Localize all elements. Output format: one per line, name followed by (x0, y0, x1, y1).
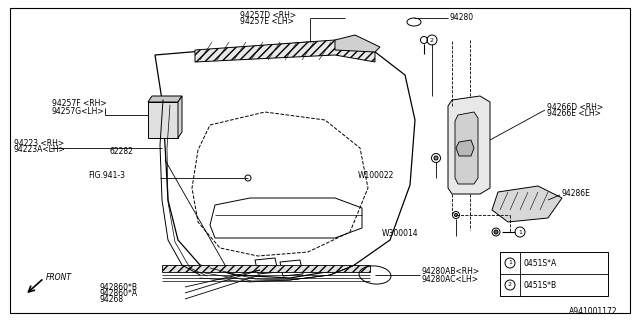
Text: 942860*A: 942860*A (100, 289, 138, 298)
Text: 94280AB<RH>: 94280AB<RH> (422, 268, 480, 276)
Polygon shape (195, 40, 375, 62)
Text: 1: 1 (508, 260, 512, 266)
Polygon shape (162, 265, 370, 272)
Bar (500, 252, 608, 296)
Circle shape (434, 156, 438, 160)
Text: A941001172: A941001172 (570, 308, 618, 316)
Text: 94223A<LH>: 94223A<LH> (14, 146, 66, 155)
Text: 2: 2 (430, 37, 434, 43)
Text: W100022: W100022 (358, 172, 394, 180)
Polygon shape (456, 140, 474, 156)
Text: 94266D <RH>: 94266D <RH> (547, 102, 603, 111)
Text: 942860*B: 942860*B (100, 283, 138, 292)
Text: 62282: 62282 (110, 148, 134, 156)
Text: FIG.941-3: FIG.941-3 (88, 171, 125, 180)
Text: 94257G<LH>: 94257G<LH> (52, 107, 104, 116)
Text: 2: 2 (508, 283, 512, 287)
Polygon shape (148, 96, 182, 102)
Text: 94266E <LH>: 94266E <LH> (547, 109, 601, 118)
Text: 94280AC<LH>: 94280AC<LH> (422, 275, 479, 284)
Text: 94280: 94280 (450, 13, 474, 22)
Text: 94268: 94268 (100, 294, 124, 303)
Circle shape (454, 213, 458, 217)
Polygon shape (178, 96, 182, 138)
Text: 0451S*A: 0451S*A (523, 259, 556, 268)
Polygon shape (455, 112, 478, 184)
Text: 1: 1 (518, 229, 522, 235)
Polygon shape (148, 102, 178, 138)
Text: 94257D <RH>: 94257D <RH> (240, 11, 296, 20)
Text: 94257F <RH>: 94257F <RH> (52, 100, 107, 108)
Text: 94257E <LH>: 94257E <LH> (240, 18, 294, 27)
Circle shape (494, 230, 498, 234)
Polygon shape (335, 35, 380, 52)
Text: 0451S*B: 0451S*B (523, 281, 556, 290)
Text: FRONT: FRONT (46, 274, 72, 283)
Text: 94223 <RH>: 94223 <RH> (14, 139, 64, 148)
Text: W300014: W300014 (382, 229, 419, 238)
Polygon shape (492, 186, 562, 222)
Text: 94286E: 94286E (562, 188, 591, 197)
Polygon shape (448, 96, 490, 194)
